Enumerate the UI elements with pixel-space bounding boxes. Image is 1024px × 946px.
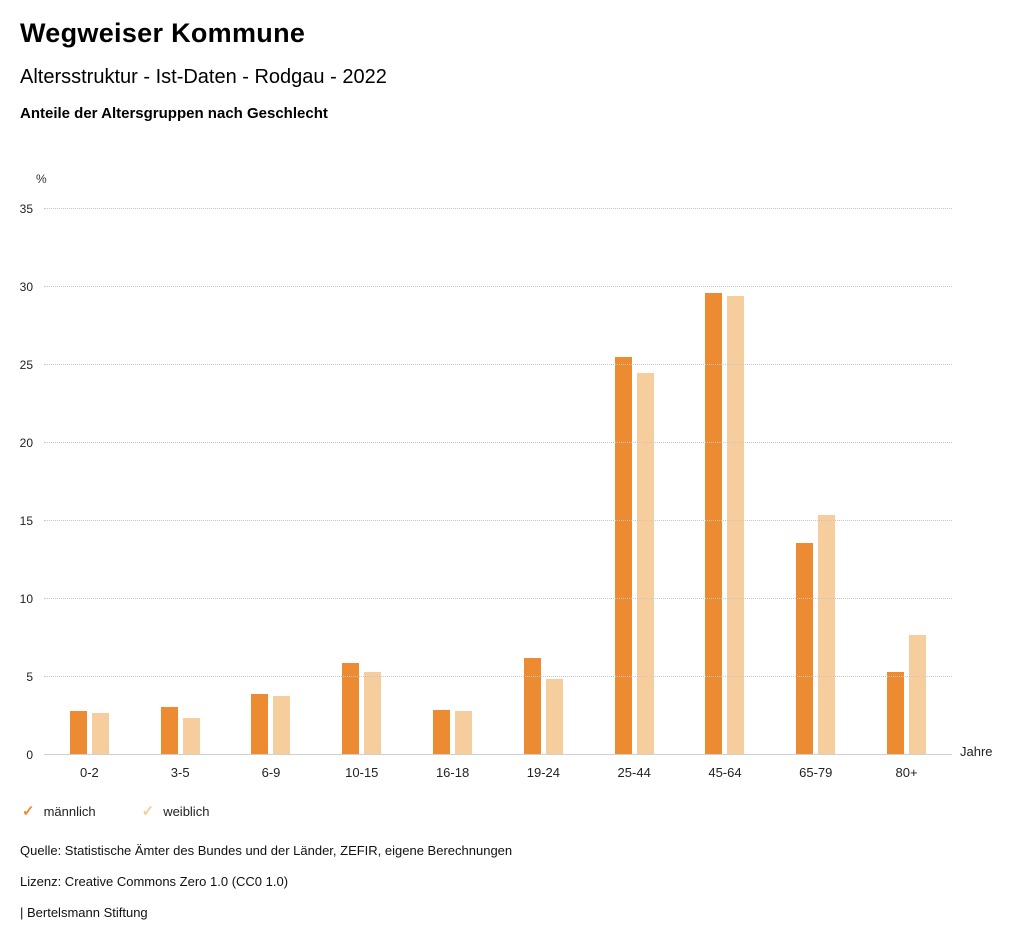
y-tick-label-15: 15 [19, 514, 33, 528]
legend-item-weiblich[interactable]: ✓ weiblich [142, 804, 210, 819]
x-axis-labels: 0-2 3-5 6-9 10-15 16-18 19-24 25-44 45-64 65-79 8… [44, 765, 952, 780]
gridline-30 [44, 286, 952, 287]
bar-weiblich-3-5[interactable] [182, 717, 200, 755]
chart-header: Wegweiser Kommune Altersstruktur - Ist-D… [20, 18, 387, 122]
bar-chart-plot-area: 0-2 3-5 6-9 10-15 16-18 19-24 25-44 45-64 65-79 8… [20, 202, 993, 780]
y-tick-label-0: 0 [26, 748, 33, 762]
gridline-0 [44, 754, 952, 755]
bar-group-80+ [861, 209, 952, 755]
y-tick-label-20: 20 [19, 436, 33, 450]
bar-group-19-24 [498, 209, 589, 755]
x-tick-label-16-18: 16-18 [435, 765, 470, 780]
chart-subtitle: Altersstruktur - Ist-Daten - Rodgau - 20… [20, 66, 387, 88]
bar-männlich-10-15[interactable] [342, 662, 360, 755]
bar-weiblich-10-15[interactable] [364, 672, 382, 755]
legend-item-label: weiblich [163, 804, 210, 819]
x-tick-label-25-44: 25-44 [617, 765, 651, 780]
chart-footer: Quelle: Statistische Ämter des Bundes un… [20, 844, 512, 937]
y-tick-label-30: 30 [19, 280, 33, 294]
y-tick-label-5: 5 [26, 670, 33, 684]
bar-group-3-5 [135, 209, 226, 755]
gridline-15 [44, 520, 952, 521]
y-tick-label-35: 35 [19, 202, 33, 216]
bar-männlich-6-9[interactable] [251, 694, 269, 755]
legend: ✓ männlich ✓ weiblich [22, 804, 209, 819]
x-tick-label-3-5: 3-5 [170, 765, 190, 780]
x-tick-label-65-79: 65-79 [799, 765, 833, 780]
x-tick-label-0-2: 0-2 [80, 765, 99, 780]
x-tick-label-19-24: 19-24 [526, 765, 560, 780]
bar-männlich-80+[interactable] [887, 672, 905, 755]
y-axis-unit-label: % [36, 172, 47, 186]
y-tick-label-10: 10 [19, 592, 33, 606]
chart-section-title: Anteile der Altersgruppen nach Geschlech… [20, 105, 328, 122]
bar-groups [44, 209, 952, 755]
bar-group-16-18 [407, 209, 498, 755]
bar-weiblich-45-64[interactable] [727, 296, 745, 755]
x-tick-label-10-15: 10-15 [345, 765, 379, 780]
x-axis-unit-label: Jahre [960, 744, 993, 759]
bar-männlich-45-64[interactable] [705, 293, 723, 755]
bar-group-45-64 [680, 209, 771, 755]
legend-check-icon: ✓ [141, 803, 155, 820]
bar-group-6-9 [226, 209, 317, 755]
bar-weiblich-19-24[interactable] [545, 678, 563, 755]
bar-weiblich-0-2[interactable] [91, 712, 109, 755]
bar-männlich-19-24[interactable] [523, 658, 541, 755]
bar-group-10-15 [316, 209, 407, 755]
legend-item-männlich[interactable]: ✓ männlich [22, 804, 96, 819]
gridline-5 [44, 676, 952, 677]
bar-männlich-65-79[interactable] [796, 542, 814, 755]
bar-männlich-3-5[interactable] [160, 706, 178, 755]
gridline-25 [44, 364, 952, 365]
bar-männlich-25-44[interactable] [614, 357, 632, 755]
bar-männlich-0-2[interactable] [69, 711, 87, 755]
license-note: Lizenz: Creative Commons Zero 1.0 (CC0 1… [20, 874, 289, 889]
y-tick-label-25: 25 [19, 358, 33, 372]
page-title: Wegweiser Kommune [20, 18, 306, 48]
bar-männlich-16-18[interactable] [433, 709, 451, 755]
bar-weiblich-80+[interactable] [909, 634, 927, 755]
bar-weiblich-16-18[interactable] [455, 711, 473, 755]
x-tick-label-45-64: 45-64 [708, 765, 742, 780]
bar-weiblich-65-79[interactable] [818, 514, 836, 755]
x-tick-label-80+: 80+ [895, 765, 918, 780]
gridline-35 [44, 208, 952, 209]
bar-group-65-79 [770, 209, 861, 755]
source-note: Quelle: Statistische Ämter des Bundes un… [20, 843, 513, 858]
legend-item-label: männlich [43, 804, 96, 819]
attribution-note: | Bertelsmann Stiftung [20, 905, 148, 920]
gridline-10 [44, 598, 952, 599]
x-tick-label-6-9: 6-9 [261, 765, 281, 780]
gridline-20 [44, 442, 952, 443]
legend-check-icon: ✓ [22, 803, 35, 820]
bar-group-0-2 [44, 209, 135, 755]
bar-group-25-44 [589, 209, 680, 755]
bar-weiblich-25-44[interactable] [636, 372, 654, 755]
bar-weiblich-6-9[interactable] [273, 695, 291, 755]
